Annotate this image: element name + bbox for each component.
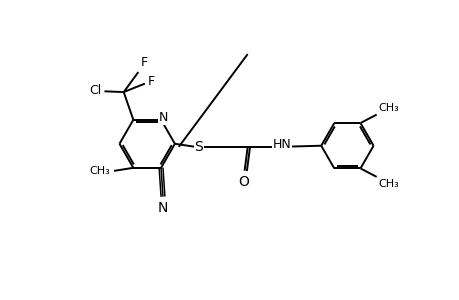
Text: N: N: [157, 201, 168, 215]
Text: F: F: [140, 56, 147, 69]
Text: CH₃: CH₃: [378, 179, 398, 189]
Text: HN: HN: [273, 138, 291, 151]
Text: CH₃: CH₃: [378, 103, 398, 113]
Text: CH₃: CH₃: [90, 166, 110, 176]
Text: Cl: Cl: [89, 84, 101, 97]
Text: S: S: [194, 140, 203, 154]
Text: N: N: [159, 111, 168, 124]
Text: F: F: [148, 75, 155, 88]
Text: O: O: [238, 176, 249, 189]
